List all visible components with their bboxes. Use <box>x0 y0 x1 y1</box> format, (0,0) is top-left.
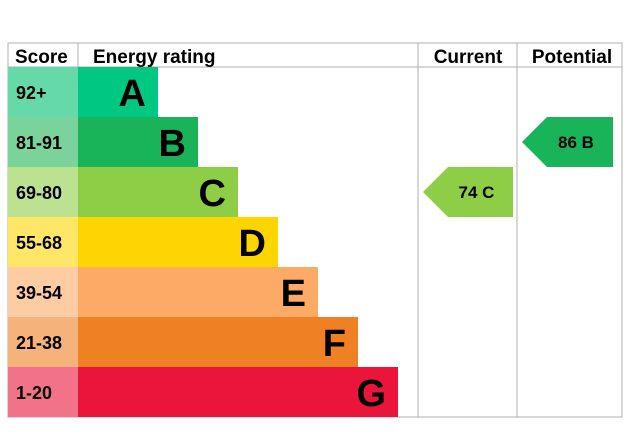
rating-bands: 92+ A 81-91 B 69-80 C 55-68 D 39-54 E 21-38 F 1-20 G <box>8 67 398 417</box>
rating-letter-g: G <box>356 373 386 415</box>
rating-letter-d: D <box>239 223 266 265</box>
score-range-b: 81-91 <box>16 133 62 153</box>
rating-arrows: 74 C 86 B <box>423 117 613 217</box>
rating-letter-c: C <box>199 173 226 215</box>
band-e: 39-54 E <box>8 267 318 317</box>
rating-letter-f: F <box>323 323 346 365</box>
band-c: 69-80 C <box>8 167 238 217</box>
potential-rating-arrow: 86 B <box>522 117 613 167</box>
band-a: 92+ A <box>8 67 158 117</box>
current-rating-arrow: 74 C <box>423 167 513 217</box>
rating-bar-a <box>78 67 158 117</box>
header-potential: Potential <box>532 47 612 68</box>
band-g: 1-20 G <box>8 367 398 417</box>
rating-letter-b: B <box>159 123 186 165</box>
header-score: Score <box>15 47 68 68</box>
score-cell-c <box>8 167 78 217</box>
score-range-e: 39-54 <box>16 283 62 303</box>
score-cell-g <box>8 367 78 417</box>
rating-letter-e: E <box>281 273 306 315</box>
score-cell-b <box>8 117 78 167</box>
rating-bar-c <box>78 167 238 217</box>
rating-bar-f <box>78 317 358 367</box>
current-rating-arrow-label: 74 C <box>459 183 495 202</box>
potential-rating-arrow-shape <box>522 117 613 167</box>
score-cell-d <box>8 217 78 267</box>
header-energy-rating: Energy rating <box>93 47 215 68</box>
score-range-c: 69-80 <box>16 183 62 203</box>
potential-rating-arrow-label: 86 B <box>558 133 594 152</box>
score-cell-a <box>8 67 78 117</box>
score-cell-f <box>8 317 78 367</box>
rating-letter-a: A <box>119 73 146 115</box>
header-row: Score Energy rating Current Potential <box>15 47 612 68</box>
band-b: 81-91 B <box>8 117 198 167</box>
band-d: 55-68 D <box>8 217 278 267</box>
rating-bar-e <box>78 267 318 317</box>
header-current: Current <box>434 47 503 68</box>
rating-bar-g <box>78 367 398 417</box>
score-range-a: 92+ <box>16 83 47 103</box>
current-rating-arrow-shape <box>423 167 513 217</box>
score-range-d: 55-68 <box>16 233 62 253</box>
score-cell-e <box>8 267 78 317</box>
score-range-g: 1-20 <box>16 383 52 403</box>
rating-bar-b <box>78 117 198 167</box>
band-f: 21-38 F <box>8 317 358 367</box>
rating-bar-d <box>78 217 278 267</box>
score-range-f: 21-38 <box>16 333 62 353</box>
